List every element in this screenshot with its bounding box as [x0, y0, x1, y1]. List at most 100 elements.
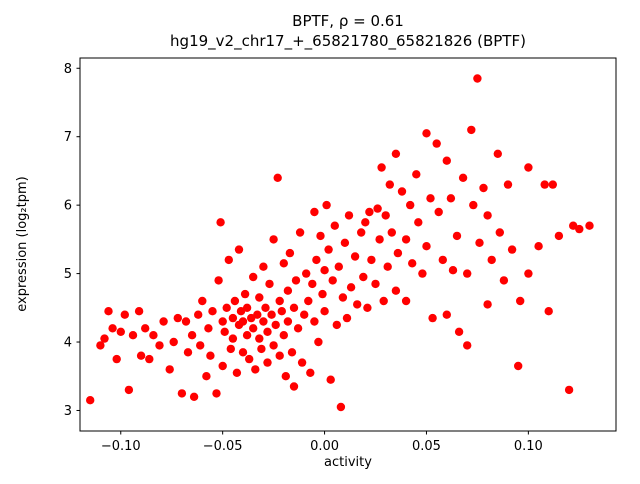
scatter-point	[446, 194, 456, 203]
x-axis-ticks: −0.10 −0.05 0.00 0.05 0.10	[101, 431, 543, 454]
scatter-point	[381, 211, 390, 220]
scatter-point	[214, 276, 223, 285]
scatter-point	[432, 139, 441, 148]
scatter-point	[575, 224, 584, 234]
scatter-point	[353, 300, 362, 309]
scatter-point	[401, 296, 411, 306]
scatter-point	[338, 293, 348, 302]
scatter-point	[134, 307, 144, 316]
scatter-point	[442, 156, 451, 165]
scatter-point	[159, 317, 168, 326]
scatter-point	[377, 163, 386, 172]
scatter-point	[569, 221, 578, 230]
scatter-point	[328, 276, 337, 285]
scatter-point	[238, 317, 248, 326]
scatter-point	[367, 255, 376, 265]
scatter-point	[259, 317, 268, 326]
scatter-point	[452, 231, 462, 241]
scatter-point	[320, 307, 329, 316]
scatter-point	[104, 307, 113, 316]
scatter-point	[204, 324, 213, 333]
scatter-point	[149, 331, 158, 340]
scatter-point	[116, 327, 126, 336]
scatter-point	[155, 341, 164, 350]
scatter-point	[271, 320, 280, 330]
scatter-point	[422, 129, 431, 138]
scatter-point	[330, 221, 339, 230]
scatter-point	[196, 341, 205, 350]
scatter-point	[564, 385, 574, 395]
scatter-point	[548, 180, 557, 189]
scatter-point	[165, 365, 174, 374]
scatter-point	[145, 354, 154, 364]
scatter-point	[304, 296, 313, 306]
scatter-point	[334, 262, 343, 271]
scatter-point	[438, 255, 447, 265]
y-axis-label: expression (log₂tpm)	[15, 176, 30, 311]
scatter-point	[373, 204, 382, 213]
scatter-point	[281, 372, 290, 381]
scatter-point	[236, 307, 246, 316]
scatter-point	[336, 402, 346, 412]
scatter-points	[86, 74, 594, 412]
scatter-point	[300, 310, 309, 319]
plot-title-line1: BPTF, ρ = 0.61	[292, 12, 404, 30]
scatter-point	[483, 211, 492, 220]
scatter-point	[279, 331, 288, 340]
scatter-point	[463, 341, 472, 350]
scatter-point	[112, 354, 121, 364]
scatter-point	[442, 310, 451, 319]
scatter-point	[218, 317, 227, 326]
scatter-point	[169, 337, 178, 347]
scatter-point	[293, 324, 303, 333]
scatter-point	[283, 286, 293, 295]
scatter-point	[291, 276, 301, 285]
scatter-point	[222, 303, 231, 312]
plot-area-border	[79, 57, 617, 432]
scatter-point	[361, 218, 370, 227]
scatter-point	[473, 74, 482, 83]
scatter-point	[245, 354, 254, 364]
scatter-point	[357, 228, 366, 237]
scatter-point	[232, 368, 242, 377]
scatter-point	[242, 303, 252, 312]
scatter-point	[96, 341, 105, 350]
scatter-point	[249, 272, 258, 282]
scatter-point	[507, 245, 517, 254]
scatter-point	[267, 310, 276, 319]
x-tick-label: 0.05	[412, 439, 441, 454]
scatter-point	[287, 348, 297, 357]
scatter-point	[554, 231, 564, 241]
scatter-point	[322, 200, 331, 210]
scatter-point	[100, 334, 109, 343]
scatter-point	[253, 310, 262, 319]
x-tick-label: −0.05	[203, 439, 243, 454]
scatter-point	[375, 235, 384, 244]
scatter-point	[181, 317, 191, 326]
scatter-point	[230, 296, 240, 306]
scatter-point	[493, 149, 502, 158]
scatter-point	[585, 221, 594, 230]
x-tick-label: 0.10	[514, 439, 543, 454]
scatter-point	[269, 341, 278, 350]
scatter-point	[228, 313, 238, 323]
scatter-point	[401, 235, 411, 244]
scatter-point	[285, 248, 295, 258]
scatter-point	[342, 313, 352, 323]
scatter-point	[426, 194, 435, 203]
scatter-point	[326, 375, 335, 384]
y-tick-label: 7	[64, 130, 72, 145]
scatter-point	[240, 289, 250, 299]
scatter-point	[469, 200, 478, 210]
scatter-point	[120, 310, 129, 319]
scatter-point	[363, 303, 372, 312]
scatter-point	[249, 324, 258, 333]
scatter-point	[277, 307, 286, 316]
scatter-point	[350, 252, 360, 261]
scatter-point	[218, 361, 227, 371]
scatter-point	[187, 331, 197, 340]
scatter-point	[393, 248, 403, 258]
scatter-point	[269, 235, 278, 244]
y-tick-label: 5	[64, 267, 72, 282]
